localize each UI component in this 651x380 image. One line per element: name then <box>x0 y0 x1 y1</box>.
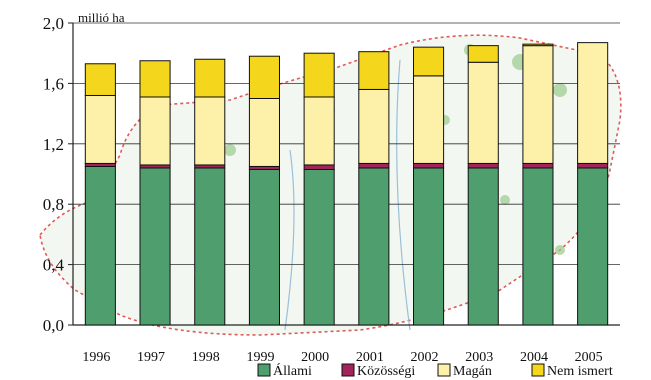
y-tick-label: 0,8 <box>43 195 64 214</box>
bar-segment <box>577 162 609 169</box>
bar-segment <box>577 167 609 326</box>
bar-segment <box>413 167 445 326</box>
y-tick-label: 1,2 <box>43 135 64 154</box>
legend-swatch <box>437 363 451 377</box>
bar-segment <box>303 168 335 326</box>
bar-segment <box>413 75 445 164</box>
bar-segment <box>522 167 554 326</box>
y-tick-label: 0,0 <box>43 316 64 335</box>
x-tick-label: 1999 <box>246 350 274 365</box>
bar-segment <box>467 167 499 326</box>
bar-segment <box>248 98 280 167</box>
x-tick-label: 2005 <box>575 350 603 365</box>
bar-segment <box>139 60 171 98</box>
legend-label: Állami <box>273 362 312 379</box>
legend-label: Nem ismert <box>547 364 613 379</box>
legend: Állami Közösségi Magán Nem ismert <box>257 362 613 379</box>
bar-segment <box>522 162 554 169</box>
bar-segment <box>522 45 554 164</box>
bar-segment <box>413 46 445 77</box>
bar-segment <box>358 167 390 326</box>
bars <box>84 42 609 326</box>
legend-label: Magán <box>453 364 492 379</box>
bar-segment <box>467 45 499 63</box>
legend-swatch <box>531 363 545 377</box>
bar-segment <box>84 63 116 96</box>
bar-segment <box>358 162 390 169</box>
bar-segment <box>467 61 499 164</box>
y-tick-label: 2,0 <box>43 14 64 33</box>
bar-segment <box>303 52 335 98</box>
legend-swatch <box>341 363 355 377</box>
bar-segment <box>194 96 226 166</box>
bar-segment <box>467 162 499 169</box>
bar-segment <box>248 55 280 99</box>
x-tick-label: 1998 <box>192 350 220 365</box>
y-tick-label: 1,6 <box>43 74 64 93</box>
x-tick-labels: 1996 1997 1998 1999 2000 2001 2002 2003 2004 2005 <box>82 350 602 365</box>
x-tick-label: 1996 <box>82 350 110 365</box>
bar-segment <box>413 162 445 169</box>
x-tick-label: 2000 <box>301 350 329 365</box>
bar-segment <box>303 164 335 170</box>
bar-segment <box>577 42 609 164</box>
y-tick-label: 0,4 <box>43 256 65 275</box>
bar-segment <box>194 58 226 98</box>
bar-segment <box>522 43 554 47</box>
legend-label: Közösségi <box>357 364 415 379</box>
unit-label: millió ha <box>78 10 125 25</box>
bar-segment <box>194 167 226 326</box>
x-tick-label: 1997 <box>137 350 165 365</box>
x-tick-label: 2003 <box>465 350 493 365</box>
bar-segment <box>358 51 390 90</box>
x-tick-label: 2001 <box>356 350 384 365</box>
bar-segment <box>139 96 171 166</box>
bar-segment <box>84 165 116 326</box>
bar-segment <box>303 96 335 166</box>
y-tick-labels: 0,0 0,4 0,8 1,2 1,6 2,0 <box>43 14 65 335</box>
bar-segment <box>139 167 171 326</box>
bar-segment <box>248 168 280 326</box>
bar-segment <box>84 94 116 164</box>
legend-swatch <box>257 363 271 377</box>
bar-segment <box>358 88 390 164</box>
x-tick-label: 2004 <box>520 350 548 365</box>
x-tick-label: 2002 <box>411 350 439 365</box>
